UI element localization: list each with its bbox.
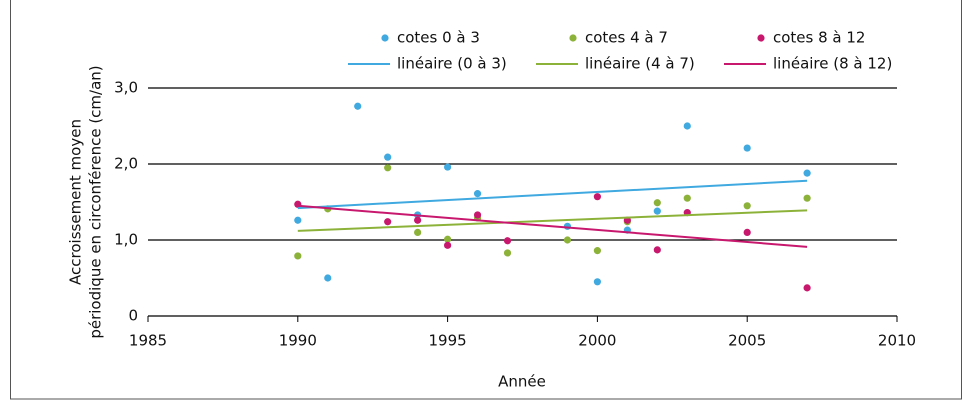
legend-marker: [569, 34, 577, 42]
point: [354, 102, 362, 110]
point: [683, 194, 691, 202]
y-axis-label: périodique en circonférence (cm/an): [87, 65, 105, 338]
point: [563, 236, 572, 244]
y-tick-label: 3,0: [114, 79, 138, 97]
trend-line: [297, 209, 808, 232]
point: [593, 247, 602, 255]
point: [444, 163, 452, 171]
point: [324, 274, 332, 282]
point: [803, 284, 811, 292]
point: [444, 241, 452, 249]
point: [384, 164, 392, 172]
point: [743, 228, 751, 236]
legend-label: linéaire (0 à 3): [397, 55, 507, 73]
y-axis-label: Accroissement moyen: [67, 119, 85, 285]
point: [683, 122, 691, 130]
legend-label: linéaire (8 à 12): [773, 55, 892, 73]
point: [653, 199, 661, 207]
point: [294, 252, 302, 260]
point: [384, 218, 392, 226]
point: [503, 237, 512, 245]
x-tick-label: 1995: [429, 332, 467, 350]
point: [743, 202, 751, 210]
trend-line: [297, 179, 808, 210]
point: [593, 278, 602, 286]
x-tick-label: 2010: [878, 332, 916, 350]
point: [503, 249, 512, 257]
point: [563, 222, 572, 230]
point: [444, 235, 452, 243]
point: [743, 144, 751, 152]
point: [473, 190, 482, 198]
point: [803, 169, 811, 177]
trend-line: [297, 204, 808, 248]
x-axis-label: Année: [498, 373, 546, 391]
legend-marker: [381, 34, 389, 42]
legend-label: cotes 8 à 12: [773, 29, 865, 47]
point: [593, 193, 602, 201]
x-tick-label: 1985: [129, 332, 167, 350]
legend-label: linéaire (4 à 7): [585, 55, 695, 73]
point: [294, 216, 302, 224]
point: [414, 216, 422, 224]
point: [653, 207, 661, 215]
legend-label: cotes 4 à 7: [585, 29, 668, 47]
x-tick-label: 2000: [578, 332, 616, 350]
x-tick-label: 1990: [279, 332, 317, 350]
x-tick-label: 2005: [728, 332, 766, 350]
point: [653, 246, 661, 254]
y-tick-label: 1,0: [114, 231, 138, 249]
y-tick-label: 0: [128, 307, 138, 325]
chart-border: [10, 0, 962, 400]
y-tick-label: 2,0: [114, 155, 138, 173]
point: [384, 153, 392, 161]
legend-marker: [757, 34, 765, 42]
point: [414, 228, 422, 236]
legend-label: cotes 0 à 3: [397, 29, 480, 47]
point: [803, 194, 811, 202]
point: [473, 211, 482, 219]
